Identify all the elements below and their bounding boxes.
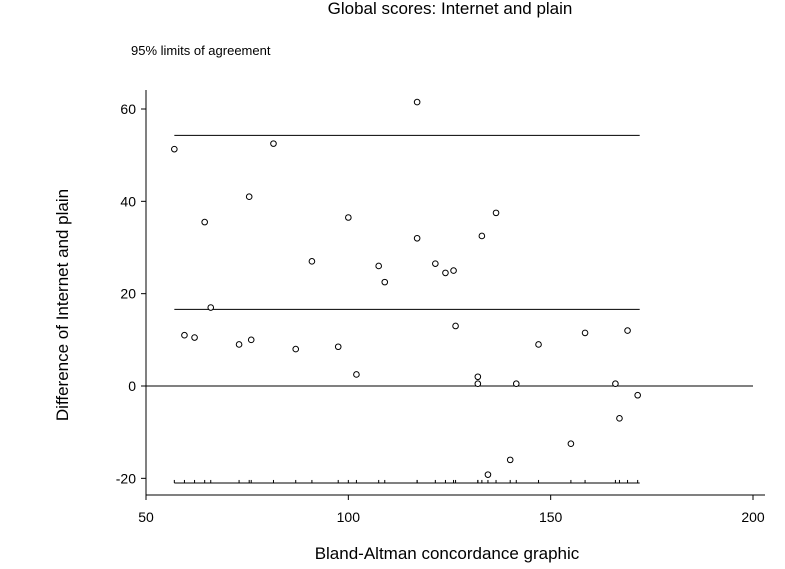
chart-title: Global scores: Internet and plain — [328, 0, 573, 18]
data-points — [171, 98, 641, 478]
data-point — [512, 380, 520, 387]
data-point — [492, 209, 500, 217]
y-tick-label: 60 — [120, 101, 136, 117]
data-point — [567, 440, 575, 448]
data-point — [478, 232, 486, 240]
y-tick-label: 40 — [120, 193, 136, 209]
data-point — [245, 193, 253, 201]
data-point — [413, 234, 421, 242]
y-tick-label: -20 — [116, 470, 136, 486]
reference-lines — [146, 134, 753, 484]
axis-ticks: 50 100 150 200 -20 0 20 40 60 — [116, 101, 765, 525]
data-point — [450, 267, 457, 274]
data-point — [612, 380, 619, 387]
data-point — [292, 345, 300, 353]
data-point — [171, 145, 178, 153]
x-tick-label: 200 — [741, 509, 765, 525]
data-point — [181, 331, 188, 339]
x-tick-label: 50 — [138, 509, 154, 525]
data-point — [308, 258, 316, 265]
y-tick-label: 20 — [120, 286, 136, 302]
data-point — [581, 329, 589, 337]
y-axis-label: Difference of Internet and plain — [53, 189, 72, 421]
data-point — [353, 371, 360, 378]
data-point — [535, 341, 542, 348]
chart-subtitle: 95% limits of agreement — [131, 43, 271, 58]
data-point — [432, 260, 439, 267]
data-point — [247, 336, 255, 344]
x-axis-label: Bland-Altman concordance graphic — [315, 544, 580, 563]
data-point — [413, 98, 421, 106]
rug-marks — [173, 479, 639, 483]
data-point — [270, 140, 277, 147]
x-tick-label: 150 — [539, 509, 563, 525]
data-point — [334, 343, 342, 351]
data-point — [474, 380, 482, 387]
data-point — [201, 218, 208, 226]
y-tick-label: 0 — [128, 378, 136, 394]
data-point — [207, 304, 215, 311]
data-point — [484, 471, 492, 478]
data-point — [442, 269, 449, 277]
data-point — [506, 456, 514, 464]
x-tick-label: 100 — [337, 509, 361, 525]
data-point — [381, 278, 389, 286]
data-point — [191, 334, 198, 341]
data-point — [375, 262, 382, 270]
data-point — [452, 322, 459, 330]
data-point — [616, 415, 623, 422]
data-point — [624, 327, 631, 334]
data-point — [235, 341, 243, 348]
data-point — [474, 373, 482, 381]
data-point — [634, 391, 641, 399]
data-point — [345, 214, 352, 221]
